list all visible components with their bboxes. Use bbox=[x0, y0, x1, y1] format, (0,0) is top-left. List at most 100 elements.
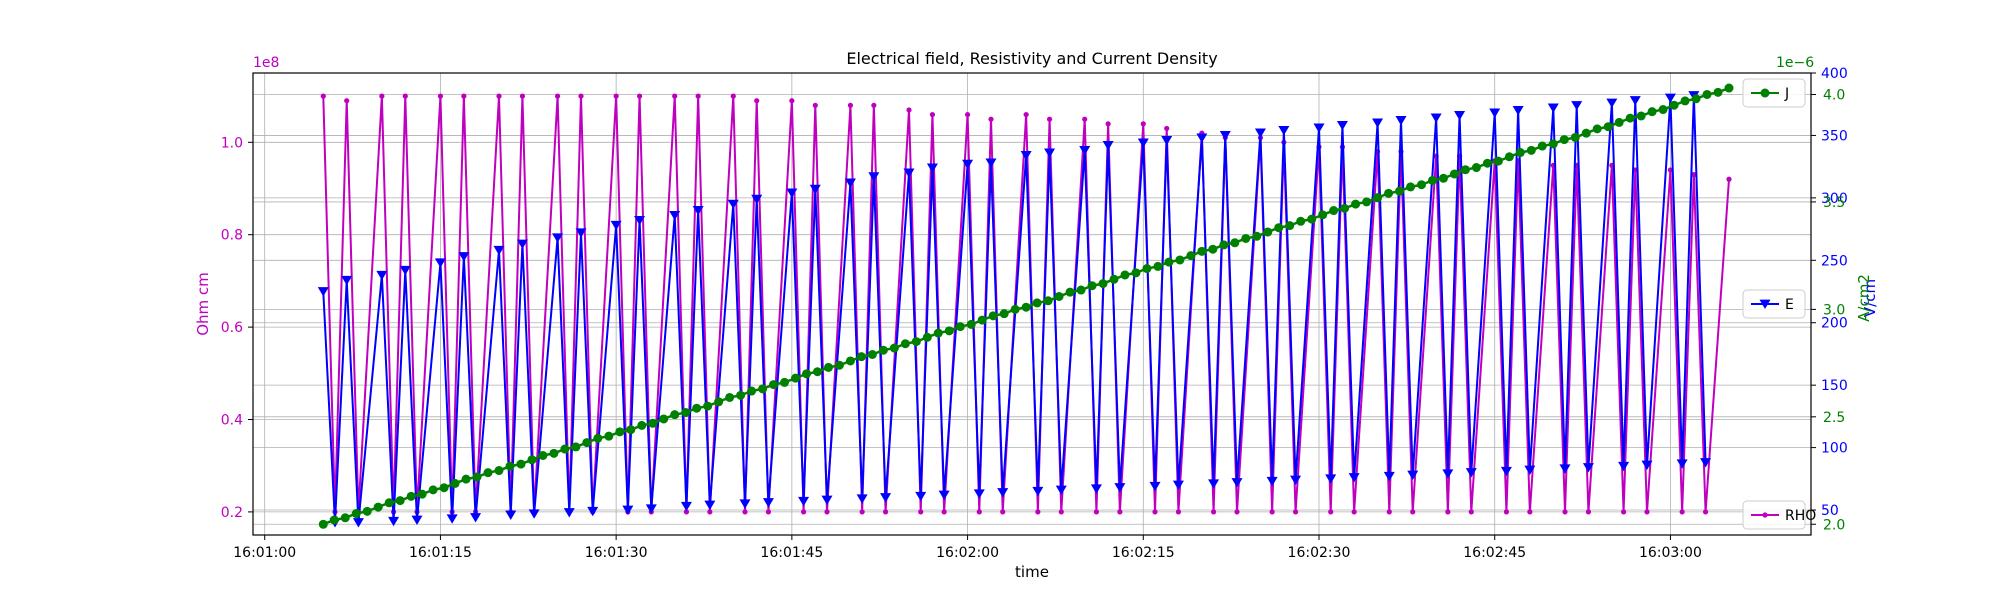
j-point bbox=[867, 349, 877, 359]
j-point bbox=[1076, 285, 1086, 295]
j-point bbox=[615, 427, 625, 437]
e-point bbox=[1348, 473, 1360, 483]
rho-point bbox=[929, 111, 936, 118]
j-point bbox=[549, 448, 559, 458]
rho-point bbox=[578, 93, 584, 99]
j-point bbox=[1098, 279, 1108, 289]
e-point bbox=[458, 252, 470, 262]
e-point bbox=[622, 505, 634, 515]
rho-point bbox=[906, 107, 912, 113]
j-point bbox=[406, 491, 416, 501]
j-point bbox=[747, 386, 757, 396]
j-point bbox=[1526, 145, 1536, 155]
j-point bbox=[681, 408, 691, 418]
e-point bbox=[1032, 486, 1044, 497]
e-point bbox=[1700, 458, 1712, 468]
j-tick-label: 2.0 bbox=[1823, 517, 1845, 533]
x-tick-label: 16:02:30 bbox=[1288, 545, 1351, 561]
j-point bbox=[516, 459, 526, 469]
x-tick-label: 16:01:45 bbox=[760, 545, 823, 561]
e-point bbox=[915, 491, 927, 502]
j-point bbox=[417, 489, 427, 499]
j-point bbox=[1625, 113, 1635, 123]
j-point bbox=[593, 433, 603, 443]
rho-legend-label: RHO bbox=[1785, 508, 1816, 524]
j-point bbox=[703, 401, 713, 411]
e-point bbox=[680, 501, 692, 512]
j-point bbox=[1482, 158, 1492, 168]
j-axis-multiplier: 1e−6 bbox=[1776, 55, 1814, 71]
j-point bbox=[1438, 173, 1448, 183]
plot-frame bbox=[252, 72, 1812, 536]
j-point bbox=[769, 380, 779, 390]
j-point bbox=[560, 444, 570, 454]
rho-point bbox=[1035, 509, 1041, 515]
j-point bbox=[1296, 216, 1306, 226]
e-point bbox=[1102, 141, 1114, 151]
rho-tick-label: 0.4 bbox=[221, 413, 243, 429]
e-point bbox=[844, 178, 856, 188]
j-point bbox=[1340, 203, 1350, 213]
e-point bbox=[1219, 131, 1231, 141]
rho-point bbox=[1234, 509, 1240, 515]
j-point bbox=[351, 509, 361, 519]
j-point bbox=[1241, 233, 1251, 243]
j-point bbox=[1384, 188, 1394, 198]
e-point bbox=[880, 493, 892, 503]
e-point bbox=[1079, 146, 1091, 156]
e-point bbox=[903, 168, 915, 178]
j-point bbox=[1010, 304, 1020, 314]
j-point bbox=[1186, 251, 1196, 261]
rho-point bbox=[1058, 509, 1064, 515]
x-tick-label: 16:02:00 bbox=[936, 545, 999, 561]
j-point bbox=[955, 322, 965, 332]
rho-point bbox=[1527, 509, 1533, 515]
e-series bbox=[317, 91, 1712, 528]
j-point bbox=[362, 506, 372, 516]
e-point bbox=[1208, 479, 1220, 489]
e-point bbox=[1231, 478, 1243, 488]
j-point bbox=[505, 461, 515, 471]
e-point bbox=[669, 210, 681, 221]
j-point bbox=[1493, 156, 1503, 166]
e-point bbox=[1664, 93, 1676, 103]
j-point bbox=[1197, 246, 1207, 256]
e-tick-label: 400 bbox=[1821, 66, 1848, 82]
j-point bbox=[659, 414, 669, 424]
j-point bbox=[483, 468, 493, 478]
j-point bbox=[472, 472, 482, 482]
j-legend: J bbox=[1742, 78, 1806, 108]
rho-point bbox=[613, 93, 619, 99]
rho-point bbox=[847, 102, 854, 108]
e-line bbox=[322, 94, 1707, 524]
rho-point bbox=[1562, 509, 1568, 515]
e-point bbox=[1325, 474, 1337, 484]
j-point bbox=[670, 410, 680, 420]
j-point bbox=[1208, 244, 1218, 254]
rho-point bbox=[1210, 509, 1217, 515]
rho-point bbox=[1328, 509, 1334, 515]
rho-point bbox=[379, 93, 385, 99]
j-point bbox=[1515, 148, 1525, 158]
rho-axis-multiplier: 1e8 bbox=[253, 55, 279, 71]
j-point bbox=[725, 392, 735, 402]
rho-point bbox=[824, 509, 830, 515]
j-tick-label: 3.5 bbox=[1823, 195, 1845, 211]
j-point bbox=[1395, 186, 1405, 196]
e-point bbox=[434, 258, 446, 268]
j-legend-label: J bbox=[1784, 86, 1789, 102]
j-point bbox=[1559, 135, 1569, 145]
j-point bbox=[1691, 94, 1701, 104]
e-point bbox=[868, 172, 880, 182]
j-point bbox=[1471, 163, 1481, 173]
rho-point bbox=[672, 93, 678, 99]
e-point bbox=[1090, 484, 1102, 494]
e-point bbox=[1313, 123, 1325, 133]
e-point bbox=[1137, 138, 1149, 148]
j-point bbox=[791, 373, 801, 383]
j-series bbox=[318, 83, 1734, 529]
rho-legend: RHO bbox=[1742, 500, 1816, 530]
e-point bbox=[997, 488, 1009, 498]
e-point bbox=[1430, 113, 1442, 123]
